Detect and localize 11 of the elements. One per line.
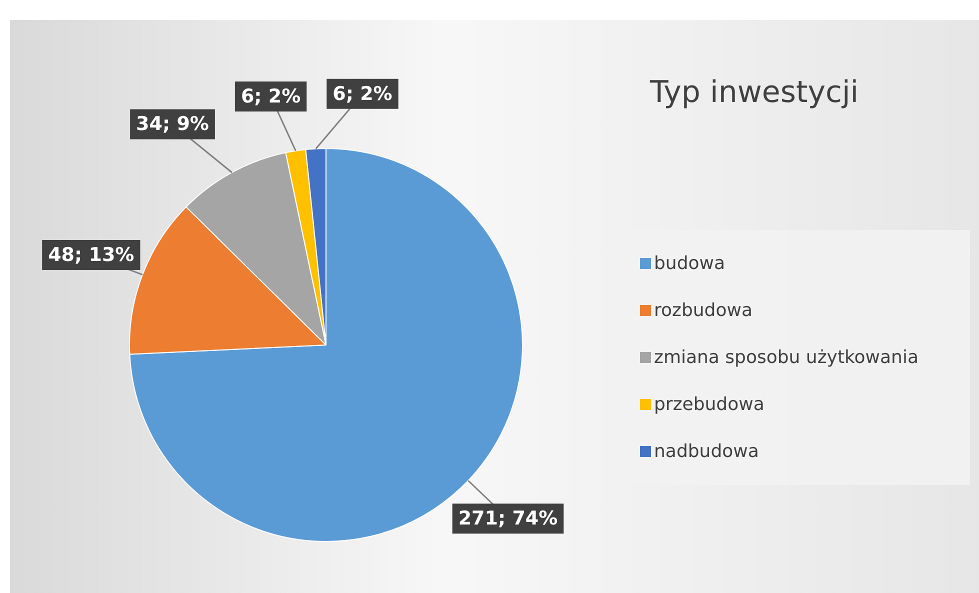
data-label: 6; 2% <box>332 82 392 105</box>
data-label: 48; 13% <box>48 244 134 266</box>
legend-label: przebudowa <box>654 394 764 415</box>
legend-label: zmiana sposobu użytkowania <box>654 347 918 368</box>
data-label: 6; 2% <box>240 85 301 108</box>
legend-label: nadbudowa <box>654 441 759 462</box>
data-label: 271; 74% <box>458 508 558 530</box>
legend-label: rozbudowa <box>654 300 752 321</box>
slice-label: budowa <box>654 253 726 274</box>
chart-title: Typ inwestycji <box>650 75 859 110</box>
data-label: 34; 9% <box>136 113 209 136</box>
